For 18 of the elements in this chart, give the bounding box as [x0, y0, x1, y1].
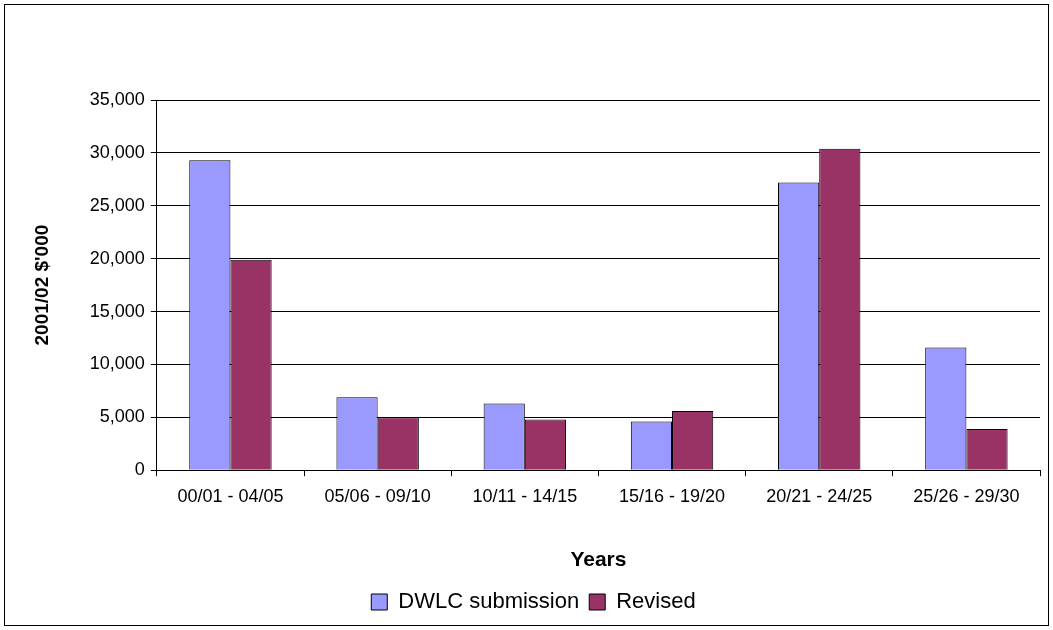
x-tick-label: 20/21 - 24/25	[766, 485, 873, 506]
legend-label: Revised	[616, 588, 696, 614]
y-tick-label: 35,000	[89, 88, 145, 109]
x-tick-label: 25/26 - 29/30	[913, 485, 1020, 506]
y-tick-label: 30,000	[89, 141, 145, 162]
y-tick-label: 5,000	[99, 406, 145, 427]
x-tick-label: 10/11 - 14/15	[472, 485, 578, 506]
x-axis-title: Years	[570, 547, 627, 571]
x-tick-label: 05/06 - 09/10	[324, 485, 431, 506]
y-axis-title: 2001/02 $'000	[30, 224, 52, 346]
y-tick-label: 15,000	[89, 300, 145, 321]
x-tick-label: 00/01 - 04/05	[177, 485, 284, 506]
y-tick-label: 25,000	[89, 194, 145, 215]
legend-label: DWLC submission	[398, 588, 580, 614]
y-tick-label: 10,000	[89, 353, 145, 374]
y-tick-label: 0	[134, 459, 145, 480]
x-tick-label: 15/16 - 19/20	[618, 485, 726, 506]
y-tick-label: 20,000	[89, 247, 145, 268]
